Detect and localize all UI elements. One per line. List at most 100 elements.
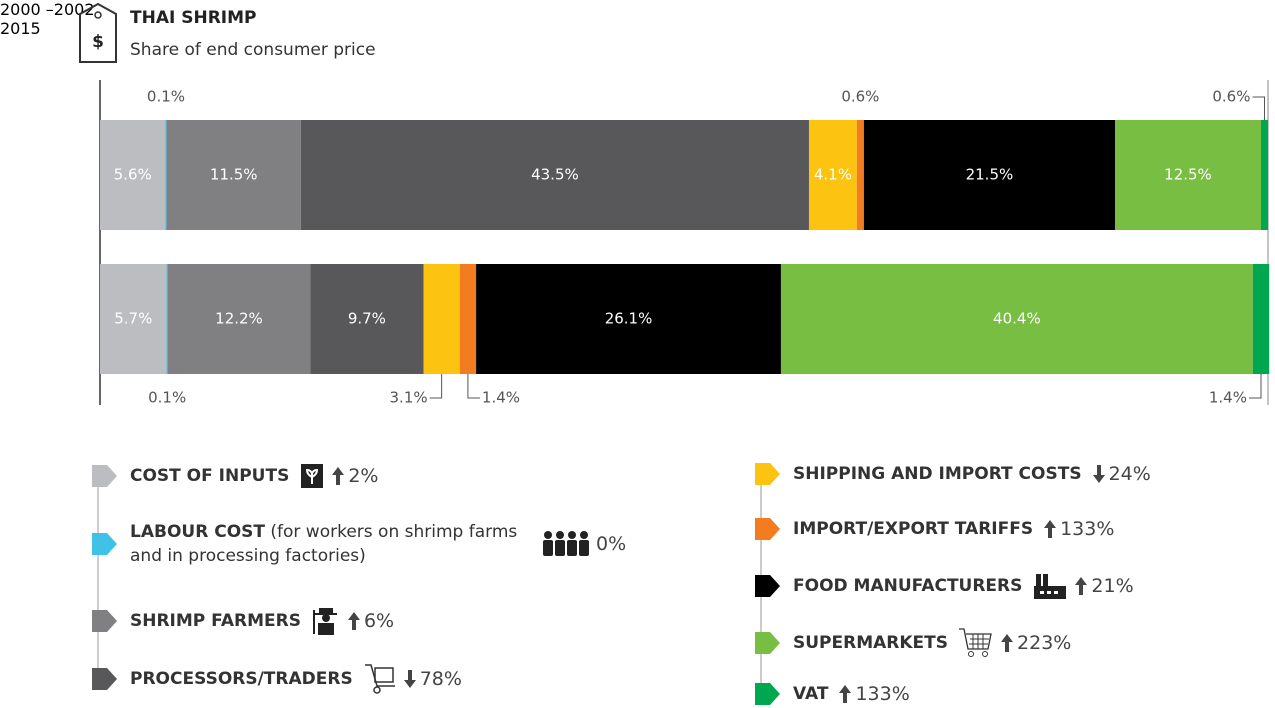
legend-text: VAT [793, 682, 828, 706]
legend-name: COST OF INPUTS [130, 466, 290, 486]
legend-item: SHRIMP FARMERS 6% [92, 606, 394, 636]
legend-icon [311, 606, 341, 636]
bar-segment [1114, 120, 1261, 230]
legend-marker [92, 464, 118, 488]
legend-change-value: 2% [348, 465, 379, 487]
bar-segment [459, 264, 477, 374]
value-label: 12.5% [1164, 166, 1212, 184]
bar-segment [863, 120, 1115, 230]
legend-text: LABOUR COST (for workers on shrimp farms… [130, 520, 530, 568]
legend-icon [540, 529, 590, 559]
value-label: 5.6% [114, 166, 152, 184]
legend-marker [755, 462, 781, 486]
legend-change: 2% [331, 465, 378, 487]
legend-icon [958, 627, 994, 659]
legend-name: SUPERMARKETS [793, 633, 949, 653]
legend-icon [363, 662, 397, 696]
legend-text: SHRIMP FARMERS [130, 609, 301, 633]
legend-change: 24% [1092, 463, 1151, 485]
legend-name: LABOUR COST [130, 522, 265, 542]
bar-segment [100, 120, 166, 230]
legend-change: 6% [347, 610, 394, 632]
legend-text: COST OF INPUTS [130, 464, 289, 488]
legend-text: PROCESSORS/TRADERS [130, 667, 353, 691]
legend-text: SHIPPING AND IMPORT COSTS [793, 462, 1082, 486]
legend-icon [299, 462, 325, 490]
value-label: 1.4% [482, 389, 520, 407]
svg-text:$: $ [92, 32, 104, 52]
legend-change-value: 133% [1060, 518, 1115, 540]
legend-change: 78% [403, 668, 462, 690]
category-label: 2015 [0, 19, 41, 38]
legend-marker [755, 682, 781, 706]
value-label: 3.1% [390, 389, 428, 407]
legend-change-value: 0% [596, 533, 627, 555]
value-label: 40.4% [993, 310, 1041, 328]
bar-segment [300, 120, 809, 230]
legend-change-value: 223% [1017, 632, 1072, 654]
legend-item: COST OF INPUTS 2% [92, 462, 378, 490]
bar-segment [476, 264, 781, 374]
legend-name: PROCESSORS/TRADERS [130, 669, 353, 689]
legend-change: 0% [596, 533, 626, 555]
legend-marker [755, 631, 781, 655]
legend-text: FOOD MANUFACTURERS [793, 574, 1022, 598]
leader-line [1252, 96, 1265, 120]
legend-marker [92, 532, 118, 556]
value-label: 21.5% [966, 166, 1014, 184]
value-label: 0.1% [148, 389, 186, 407]
value-label: 26.1% [605, 310, 653, 328]
bar-segment [310, 264, 424, 374]
legend-change: 21% [1074, 575, 1134, 597]
value-label: 0.1% [147, 88, 185, 106]
bar-segment [1260, 120, 1268, 230]
leader-line [467, 374, 480, 399]
price-tag-icon: $ [79, 2, 117, 63]
bar-segment [780, 264, 1253, 374]
legend-marker [755, 517, 781, 541]
legend-item: SHIPPING AND IMPORT COSTS 24% [755, 462, 1151, 486]
leader-line [1248, 374, 1262, 399]
legend-change: 133% [1043, 518, 1114, 540]
legend-change-value: 133% [855, 683, 910, 705]
legend-name: IMPORT/EXPORT TARIFFS [793, 519, 1034, 539]
bar-segment [166, 264, 169, 374]
value-label: 4.1% [814, 166, 852, 184]
chart-subtitle: Share of end consumer price [130, 40, 376, 60]
legend-marker [92, 667, 118, 691]
legend-item: PROCESSORS/TRADERS 78% [92, 662, 462, 696]
bar-segment [423, 264, 460, 374]
legend-item: SUPERMARKETS 223% [755, 627, 1071, 659]
value-label: 9.7% [348, 310, 386, 328]
bar-segment [167, 264, 311, 374]
bar-segment [856, 120, 864, 230]
bar-segment [808, 120, 857, 230]
bar-segment [166, 120, 301, 230]
legend-change-value: 24% [1108, 463, 1151, 485]
leader-line [429, 374, 443, 399]
legend-name: SHRIMP FARMERS [130, 611, 301, 631]
legend-text: IMPORT/EXPORT TARIFFS [793, 517, 1033, 541]
legend-marker [755, 574, 781, 598]
value-label: 0.6% [841, 88, 879, 106]
bar-segment [1252, 264, 1270, 374]
legend-change: 223% [1000, 632, 1071, 654]
bar-segment [165, 120, 167, 230]
bar-segment [100, 264, 167, 374]
value-label: 43.5% [531, 166, 579, 184]
legend-name: FOOD MANUFACTURERS [793, 576, 1023, 596]
legend-text: SUPERMARKETS [793, 631, 948, 655]
chart-title: THAI SHRIMP [130, 8, 257, 28]
legend-item: FOOD MANUFACTURERS 21% [755, 572, 1134, 600]
value-label: 0.6% [1212, 88, 1250, 106]
legend-marker [92, 609, 118, 633]
legend-item: VAT 133% [755, 682, 910, 706]
value-label: 11.5% [210, 166, 258, 184]
legend-change-value: 78% [419, 668, 462, 690]
category-label: 2000 –2002 [0, 0, 95, 19]
value-label: 1.4% [1209, 389, 1247, 407]
legend-change-value: 6% [363, 610, 395, 632]
legend-change: 133% [838, 683, 910, 705]
